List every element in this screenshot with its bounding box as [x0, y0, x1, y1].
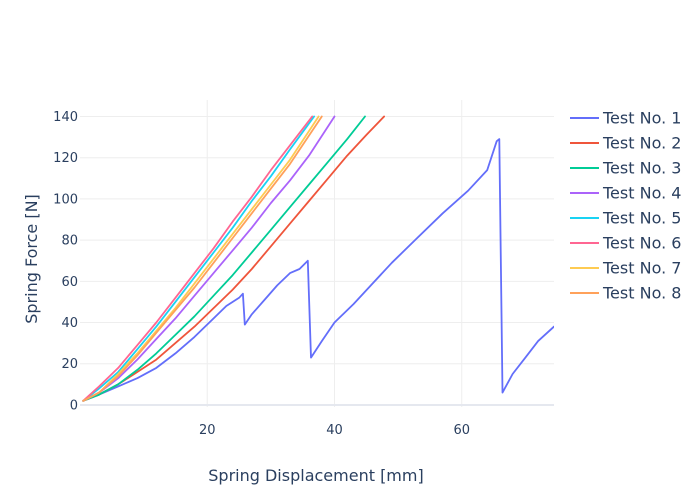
grid: [80, 100, 554, 407]
legend-item-test-5[interactable]: Test No. 5: [570, 209, 681, 228]
x-tick-label: 20: [199, 423, 216, 438]
series-line-test-2[interactable]: [82, 115, 385, 402]
legend-item-test-3[interactable]: Test No. 3: [570, 159, 681, 178]
y-tick-label: 20: [61, 357, 78, 372]
x-axis-title: Spring Displacement [mm]: [208, 466, 423, 485]
legend-item-test-8[interactable]: Test No. 8: [570, 284, 681, 303]
y-tick-label: 60: [61, 275, 78, 290]
legend-item-test-2[interactable]: Test No. 2: [570, 134, 681, 153]
legend-label: Test No. 3: [602, 159, 681, 178]
series-line-test-7[interactable]: [82, 115, 320, 402]
y-tick-label: 80: [61, 234, 78, 249]
x-tick-label: 60: [453, 423, 470, 438]
legend-label: Test No. 6: [602, 234, 681, 253]
series-line-test-6[interactable]: [82, 115, 314, 402]
legend-label: Test No. 2: [602, 134, 681, 153]
y-tick-label: 40: [61, 316, 78, 331]
legend-item-test-1[interactable]: Test No. 1: [570, 109, 681, 128]
legend-label: Test No. 5: [602, 209, 681, 228]
series-line-test-4[interactable]: [82, 115, 336, 402]
legend[interactable]: Test No. 1 Test No. 2 Test No. 3 Test No. 4…: [570, 109, 681, 303]
series-line-test-3[interactable]: [82, 115, 366, 402]
legend-item-test-6[interactable]: Test No. 6: [570, 234, 681, 253]
y-tick-label: 0: [70, 398, 78, 413]
tick-labels: 20 40 60 0 20 40 60 80 100 120 140: [53, 110, 470, 438]
series-line-test-1[interactable]: [82, 138, 554, 402]
series-line-test-5[interactable]: [82, 115, 315, 402]
plot-area: [82, 115, 554, 402]
legend-label: Test No. 8: [602, 284, 681, 303]
y-tick-label: 120: [53, 151, 78, 166]
legend-item-test-7[interactable]: Test No. 7: [570, 259, 681, 278]
y-axis-title: Spring Force [N]: [22, 194, 41, 324]
legend-label: Test No. 7: [602, 259, 681, 278]
y-tick-label: 100: [53, 192, 78, 207]
series-line-test-8[interactable]: [82, 115, 323, 402]
y-tick-label: 140: [53, 110, 78, 125]
legend-label: Test No. 1: [602, 109, 681, 128]
x-tick-label: 40: [326, 423, 343, 438]
legend-label: Test No. 4: [602, 184, 681, 203]
legend-item-test-4[interactable]: Test No. 4: [570, 184, 681, 203]
